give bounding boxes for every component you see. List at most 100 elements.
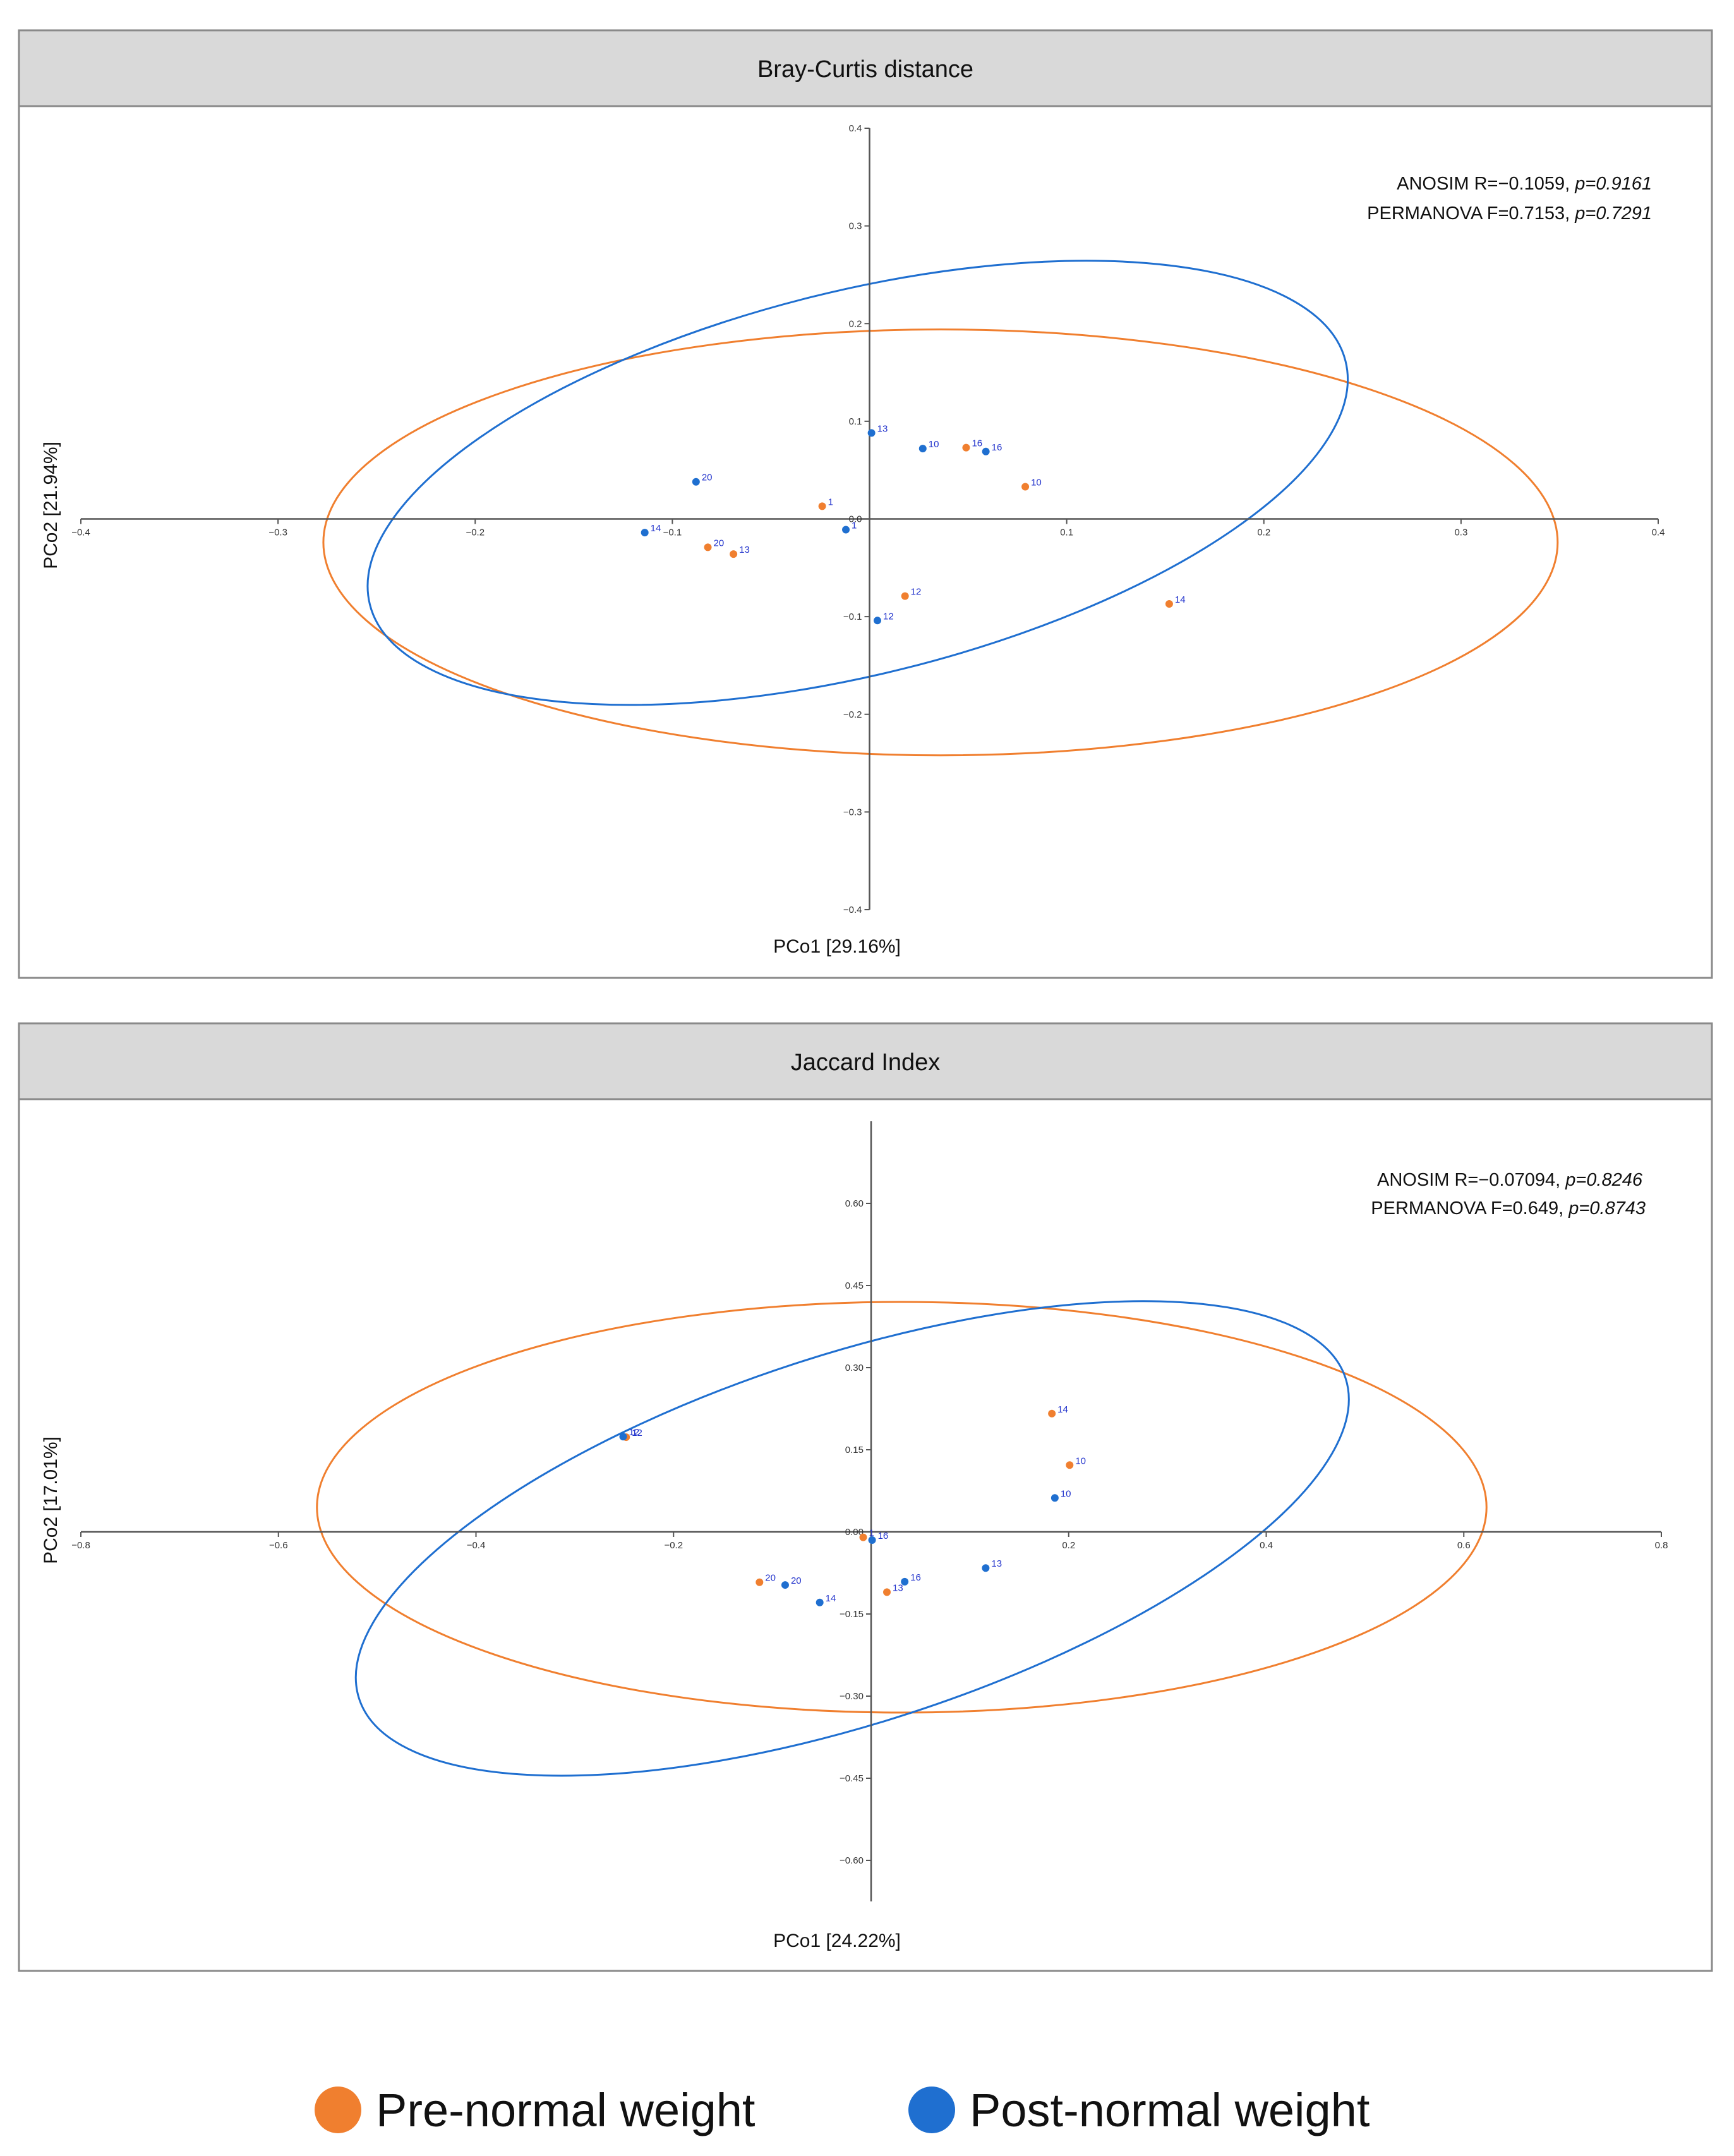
point-label: 16 bbox=[910, 1572, 921, 1583]
x-tick-label: −0.1 bbox=[663, 527, 682, 538]
post-point bbox=[816, 1598, 824, 1606]
point-label: 16 bbox=[992, 442, 1002, 453]
post-point bbox=[641, 529, 649, 537]
post-point bbox=[873, 617, 881, 625]
x-tick-label: −0.8 bbox=[71, 1540, 90, 1551]
point-label: 12 bbox=[629, 1427, 639, 1438]
y-tick-label: 0.00 bbox=[845, 1527, 864, 1538]
y-tick-label: −0.2 bbox=[843, 709, 862, 720]
point-label: 20 bbox=[702, 473, 713, 483]
confidence-ellipse-post bbox=[354, 1300, 1350, 1777]
post-point bbox=[692, 478, 700, 486]
post-point bbox=[982, 447, 990, 455]
point-label: 14 bbox=[1175, 594, 1186, 605]
post-point bbox=[842, 526, 850, 534]
point-label: 14 bbox=[1057, 1404, 1068, 1415]
point-label: 13 bbox=[877, 423, 888, 434]
pre-point bbox=[818, 502, 826, 510]
anosim-stat: ANOSIM R=−0.07094, p=0.8246 bbox=[1377, 1170, 1643, 1190]
pre-point bbox=[1066, 1461, 1074, 1469]
x-tick-label: 0.1 bbox=[1060, 527, 1073, 538]
panel-header-bar bbox=[18, 1022, 1713, 1100]
post-point bbox=[619, 1433, 627, 1441]
y-tick-label: 0.3 bbox=[849, 221, 862, 232]
point-label: 20 bbox=[765, 1573, 776, 1584]
point-label: 10 bbox=[929, 439, 939, 450]
x-tick-label: 0.2 bbox=[1257, 527, 1270, 538]
point-label: 1 bbox=[828, 497, 833, 507]
panel-plot-frame bbox=[18, 105, 1713, 979]
point-label: 13 bbox=[739, 545, 750, 555]
post-point bbox=[901, 1577, 909, 1586]
panel-bray-curtis: Bray-Curtis distance −0.4 −0.3 −0.2 −0.1 0.1… bbox=[18, 29, 1713, 979]
y-tick-label: −0.45 bbox=[840, 1773, 864, 1784]
x-tick-label: 0.2 bbox=[1062, 1540, 1075, 1551]
point-label: 20 bbox=[714, 538, 725, 548]
point-label: 12 bbox=[883, 611, 894, 622]
confidence-ellipse-pre bbox=[322, 328, 1559, 757]
y-tick-label: 0.15 bbox=[845, 1445, 864, 1455]
x-tick-label: 0.4 bbox=[1260, 1540, 1273, 1551]
post-point bbox=[982, 1564, 990, 1572]
pre-point bbox=[859, 1533, 867, 1541]
x-tick-label: −0.6 bbox=[269, 1540, 288, 1551]
y-tick-label: 0.2 bbox=[849, 318, 862, 329]
y-axis-title: PCo2 [17.01%] bbox=[40, 1436, 61, 1564]
pre-point bbox=[962, 443, 970, 452]
legend-label-pre: Pre-normal weight bbox=[376, 2084, 756, 2136]
y-axis-title: PCo2 [21.94%] bbox=[40, 442, 61, 569]
x-axis-title: PCo1 [29.16%] bbox=[773, 936, 901, 957]
x-axis-title: PCo1 [24.22%] bbox=[773, 1930, 901, 1951]
y-tick-label: −0.30 bbox=[840, 1691, 864, 1702]
pre-point bbox=[756, 1578, 764, 1586]
panel-plot-frame bbox=[18, 1098, 1713, 1972]
x-tick-label: −0.2 bbox=[664, 1540, 683, 1551]
point-label: 1 bbox=[852, 521, 857, 531]
y-tick-label: 0.4 bbox=[849, 123, 862, 134]
pre-point bbox=[1048, 1409, 1056, 1418]
permanova-stat: PERMANOVA F=0.7153, p=0.7291 bbox=[1367, 203, 1652, 224]
x-tick-label: −0.3 bbox=[268, 527, 287, 538]
point-label: 1 bbox=[869, 1528, 874, 1539]
plot-area: −0.4 −0.3 −0.2 −0.1 0.1 0.2 0.3 0.4 0.4 0.3 0.2 0.1… bbox=[71, 123, 1665, 915]
x-tick-label: 0.3 bbox=[1454, 527, 1467, 538]
plot-area: −0.8 −0.6 −0.4 −0.2 0.2 0.4 0.6 0.8 0.60 0.45 0.30… bbox=[71, 1121, 1668, 1901]
y-tick-label: 0.30 bbox=[845, 1363, 864, 1373]
y-tick-label: 0.0 bbox=[849, 514, 862, 525]
point-label: 13 bbox=[991, 1558, 1002, 1569]
point-label: 10 bbox=[1075, 1455, 1086, 1466]
x-tick-label: −0.4 bbox=[71, 527, 90, 538]
x-tick-label: 0.6 bbox=[1457, 1540, 1471, 1551]
confidence-ellipse-pre bbox=[316, 1301, 1488, 1714]
legend-swatch-pre bbox=[315, 2087, 361, 2133]
point-label: 14 bbox=[826, 1593, 836, 1604]
point-label: 10 bbox=[1061, 1488, 1071, 1499]
x-tick-label: 0.8 bbox=[1655, 1540, 1668, 1551]
pre-point bbox=[1165, 600, 1173, 608]
confidence-ellipse-post bbox=[366, 260, 1349, 706]
x-tick-label: 0.4 bbox=[1652, 527, 1665, 538]
panel-header-bar bbox=[18, 29, 1713, 107]
y-tick-label: −0.3 bbox=[843, 807, 862, 817]
legend-swatch-post bbox=[908, 2087, 955, 2133]
point-label: 10 bbox=[1031, 477, 1042, 488]
y-tick-label: −0.15 bbox=[840, 1609, 864, 1620]
permanova-stat: PERMANOVA F=0.649, p=0.8743 bbox=[1371, 1198, 1646, 1219]
legend-label-post: Post-normal weight bbox=[970, 2084, 1370, 2136]
pre-point bbox=[901, 592, 909, 600]
point-label: 20 bbox=[791, 1575, 802, 1586]
pre-point bbox=[704, 543, 712, 551]
x-tick-label: −0.2 bbox=[466, 527, 485, 538]
y-tick-label: −0.60 bbox=[840, 1855, 864, 1866]
panel-jaccard: Jaccard Index −0.8 −0.6 −0.4 −0.2 0.2 0.4 0.6 0… bbox=[18, 1022, 1713, 1972]
y-tick-label: −0.1 bbox=[843, 611, 862, 622]
point-label: 13 bbox=[893, 1582, 903, 1593]
post-point bbox=[918, 445, 927, 453]
y-tick-label: 0.1 bbox=[849, 416, 862, 427]
post-point bbox=[868, 1536, 876, 1544]
point-label: 14 bbox=[651, 523, 661, 534]
point-label: 12 bbox=[632, 1428, 642, 1438]
pre-point bbox=[1021, 483, 1030, 491]
panel-title: Jaccard Index bbox=[791, 1049, 941, 1076]
